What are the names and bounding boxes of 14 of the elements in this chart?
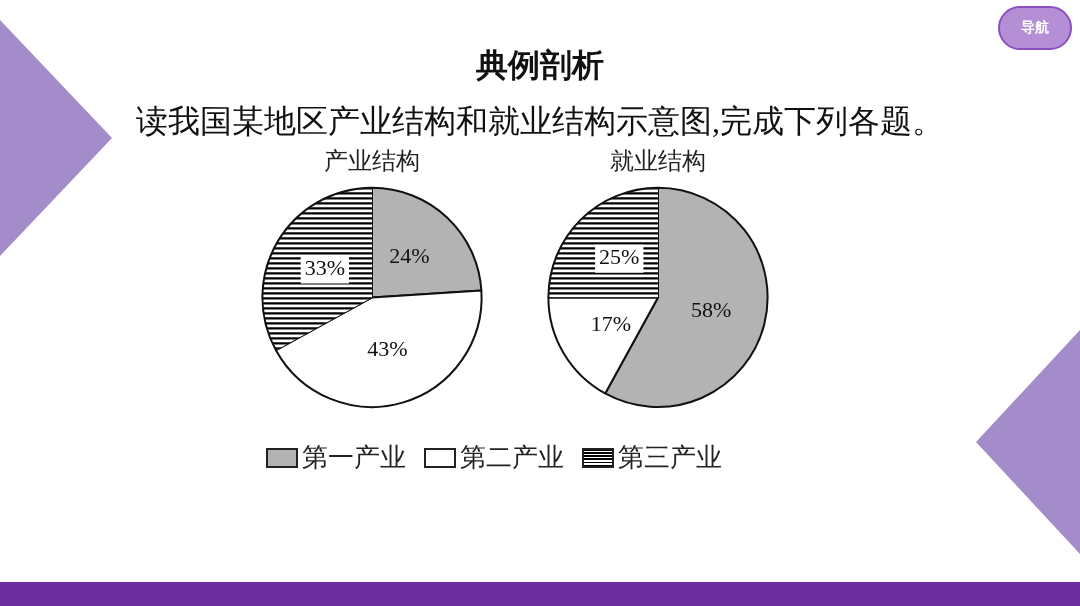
cloud-icon: 导航: [998, 6, 1072, 50]
data-label: 17%: [590, 311, 631, 337]
chart-title: 就业结构: [610, 147, 706, 174]
text: 典例剖析: [475, 46, 605, 85]
legend-label: 第三产业: [618, 442, 722, 474]
data-label: 58%: [690, 296, 732, 322]
data-label: 33%: [304, 255, 345, 281]
text: 读我国某地区产业结构和就业结构示意图,完成下列各题。: [135, 102, 945, 141]
chart-title: 产业结构: [324, 147, 420, 174]
data-label: 43%: [367, 335, 408, 361]
legend-label: 第一产业: [302, 442, 406, 474]
data-label: 25%: [599, 244, 640, 270]
data-label: 24%: [389, 243, 430, 269]
slice-label: 第二产业: [460, 442, 564, 474]
